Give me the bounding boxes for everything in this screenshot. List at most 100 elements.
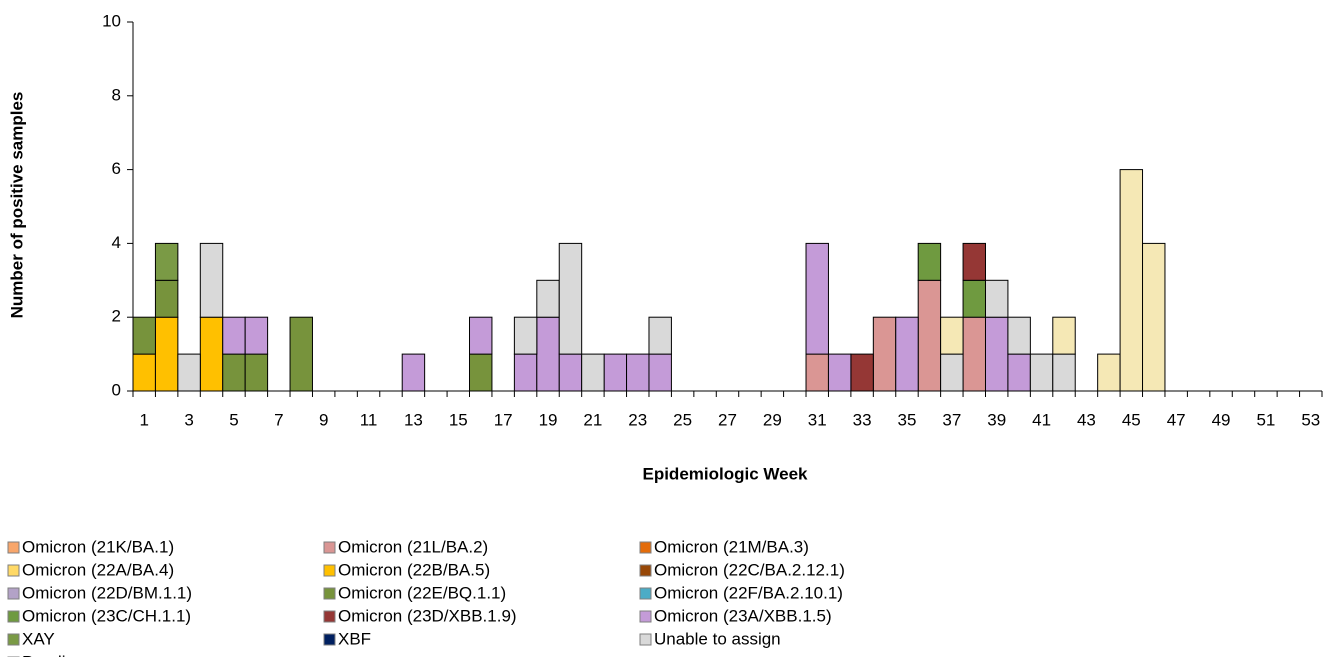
legend-label: Omicron (22B/BA.5) bbox=[338, 560, 490, 579]
bar-segment bbox=[1142, 242, 1166, 392]
x-tick-label: 17 bbox=[494, 410, 513, 429]
legend-swatch bbox=[323, 587, 336, 600]
bar-segment bbox=[289, 316, 313, 392]
x-tick-label: 45 bbox=[1122, 410, 1141, 429]
x-tick-label: 53 bbox=[1301, 410, 1320, 429]
bar-segment bbox=[962, 242, 986, 281]
legend-swatch bbox=[7, 610, 20, 623]
legend-swatch bbox=[7, 564, 20, 577]
bar-segment bbox=[805, 353, 829, 392]
bar-segment bbox=[962, 279, 986, 318]
bar-segment bbox=[558, 353, 583, 392]
x-tick-label: 23 bbox=[628, 410, 647, 429]
y-tick-label: 4 bbox=[112, 233, 121, 252]
legend-label: Omicron (22F/BA.2.10.1) bbox=[654, 583, 843, 602]
y-tick-label: 8 bbox=[112, 85, 121, 104]
legend-swatch bbox=[639, 564, 652, 577]
legend-label: Omicron (23A/XBB.1.5) bbox=[654, 606, 832, 625]
bar-segment bbox=[917, 279, 942, 392]
legend-label: Omicron (21K/BA.1) bbox=[22, 537, 174, 556]
x-tick-label: 7 bbox=[274, 410, 283, 429]
bar-segment bbox=[244, 353, 269, 392]
bar-segment bbox=[536, 316, 560, 392]
x-axis-title: Epidemiologic Week bbox=[642, 464, 808, 483]
x-tick-label: 1 bbox=[139, 410, 148, 429]
bar-segment bbox=[984, 316, 1009, 392]
bar-segment bbox=[648, 353, 672, 392]
bar-segment bbox=[222, 316, 246, 355]
legend-label: Omicron (22A/BA.4) bbox=[22, 560, 174, 579]
x-tick-label: 15 bbox=[449, 410, 468, 429]
bar-segment bbox=[603, 353, 628, 392]
bar-segment bbox=[222, 353, 246, 392]
legend-swatch bbox=[323, 633, 336, 646]
x-tick-label: 37 bbox=[942, 410, 961, 429]
bar-segment bbox=[1029, 353, 1054, 392]
bar-segment bbox=[805, 242, 829, 355]
bar-segment bbox=[1007, 353, 1031, 392]
x-tick-label: 33 bbox=[853, 410, 872, 429]
legend-label: Omicron (22D/BM.1.1) bbox=[22, 583, 192, 602]
bar-segment bbox=[199, 242, 224, 318]
bar-segment bbox=[469, 316, 493, 355]
bar-segment bbox=[872, 316, 897, 392]
legend-swatch bbox=[7, 541, 20, 554]
legend-label: Omicron (22E/BQ.1.1) bbox=[338, 583, 506, 602]
legend-swatch bbox=[639, 587, 652, 600]
bar-segment bbox=[1007, 316, 1031, 355]
legend-swatch bbox=[7, 587, 20, 600]
x-tick-label: 5 bbox=[229, 410, 238, 429]
x-tick-label: 39 bbox=[987, 410, 1006, 429]
bar-segment bbox=[850, 353, 874, 392]
bar-segment bbox=[177, 353, 201, 392]
bar-segment bbox=[132, 353, 156, 392]
bar-segment bbox=[1052, 353, 1076, 392]
x-tick-label: 13 bbox=[404, 410, 423, 429]
x-tick-label: 25 bbox=[673, 410, 692, 429]
bar-segment bbox=[626, 353, 650, 392]
x-tick-label: 43 bbox=[1077, 410, 1096, 429]
bar-segment bbox=[1119, 169, 1144, 392]
bar-segment bbox=[536, 279, 560, 318]
y-tick-label: 2 bbox=[112, 307, 121, 326]
bar-segment bbox=[132, 316, 156, 355]
bar-segment bbox=[984, 279, 1009, 318]
legend-swatch bbox=[323, 610, 336, 623]
bar-segment bbox=[469, 353, 493, 392]
bar-segment bbox=[558, 242, 583, 355]
bar-segment bbox=[513, 353, 538, 392]
legend-label: XAY bbox=[22, 629, 55, 648]
x-tick-label: 31 bbox=[808, 410, 827, 429]
x-tick-label: 29 bbox=[763, 410, 782, 429]
legend-swatch bbox=[323, 541, 336, 554]
bar-segment bbox=[895, 316, 919, 392]
legend-label: Omicron (23C/CH.1.1) bbox=[22, 606, 191, 625]
x-tick-label: 27 bbox=[718, 410, 737, 429]
x-tick-label: 11 bbox=[360, 410, 378, 429]
bar-segment bbox=[940, 316, 964, 355]
legend-label: Omicron (21M/BA.3) bbox=[654, 537, 809, 556]
bar-segment bbox=[648, 316, 672, 355]
bar-segment bbox=[1052, 316, 1076, 355]
x-tick-label: 9 bbox=[319, 410, 328, 429]
x-tick-label: 3 bbox=[184, 410, 193, 429]
y-axis-title: Number of positive samples bbox=[7, 92, 26, 319]
bar-segment bbox=[827, 353, 852, 392]
legend-swatch bbox=[7, 633, 20, 646]
legend-label: Unable to assign bbox=[654, 629, 781, 648]
bar-segment bbox=[917, 242, 942, 281]
legend-swatch bbox=[639, 541, 652, 554]
bar-segment bbox=[581, 353, 605, 392]
x-tick-label: 19 bbox=[539, 410, 558, 429]
x-tick-label: 21 bbox=[583, 410, 602, 429]
bar-segment bbox=[154, 316, 179, 392]
legend-label: Omicron (22C/BA.2.12.1) bbox=[654, 560, 845, 579]
bar-segment bbox=[244, 316, 269, 355]
x-tick-label: 41 bbox=[1032, 410, 1051, 429]
bar-segment bbox=[154, 279, 179, 318]
legend-swatch bbox=[323, 564, 336, 577]
y-tick-label: 10 bbox=[102, 11, 121, 30]
legend-swatch bbox=[639, 610, 652, 623]
y-tick-label: 0 bbox=[112, 380, 121, 399]
x-tick-label: 49 bbox=[1212, 410, 1231, 429]
